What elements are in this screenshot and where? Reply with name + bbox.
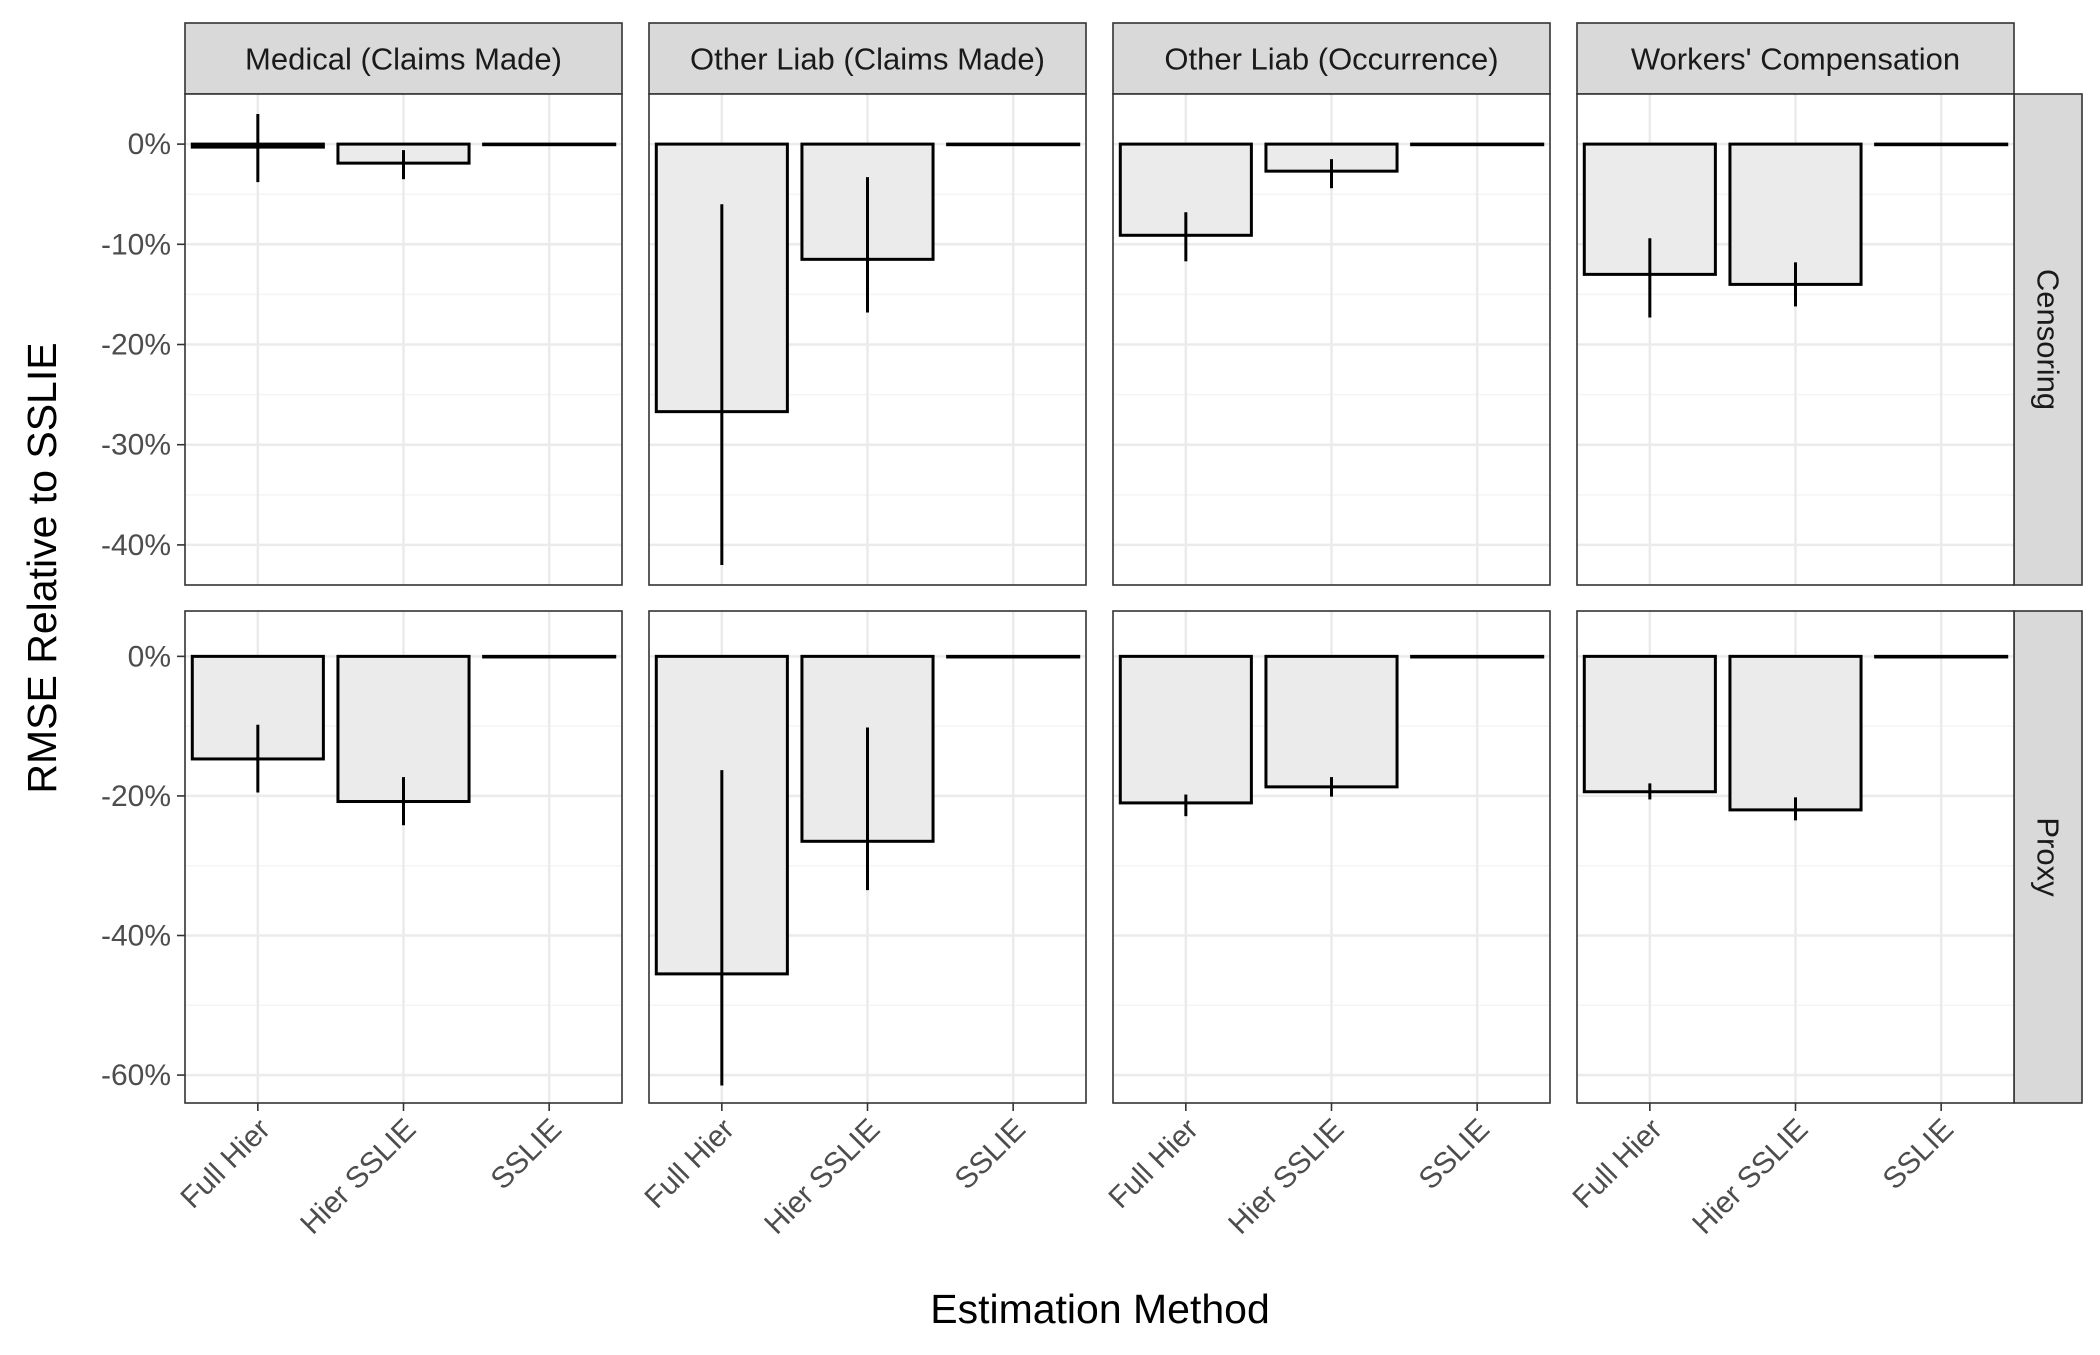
x-tick-label: SSLIE [1877, 1113, 1960, 1196]
panel-border [648, 93, 1087, 586]
facet-strip-medical-claims-made [184, 22, 623, 95]
row-strip-censoring [2013, 93, 2083, 586]
x-tick-label: Full Hier [1566, 1113, 1668, 1215]
panel-proxy-workers-compensation [1576, 610, 2015, 1104]
y-tick-label: -30% [101, 429, 171, 462]
panel-border [184, 610, 623, 1104]
panel-border [648, 610, 1087, 1104]
bar-hier-sslie [1728, 654, 1863, 812]
bar-sslie [946, 142, 1081, 147]
x-tick-label: Full Hier [1102, 1113, 1204, 1215]
panel-proxy-medical-claims-made [184, 610, 623, 1104]
facet-strip-other-liab-claims-made [648, 22, 1087, 95]
x-tick-label: Full Hier [638, 1113, 740, 1215]
x-tick-label: Full Hier [174, 1113, 276, 1215]
bar-hier-sslie [1728, 142, 1863, 286]
panel-censoring-workers-compensation [1576, 93, 2015, 586]
panel-border [1112, 610, 1551, 1104]
x-tick-label: Hier SSLIE [758, 1113, 886, 1241]
bar-sslie [1410, 142, 1545, 147]
bar-sslie [482, 654, 617, 659]
y-tick-label: -20% [101, 329, 171, 362]
bar-full-hier [1582, 654, 1717, 794]
y-axis-title: RMSE Relative to SSLIE [19, 342, 65, 793]
row-strip-label: Proxy [2031, 817, 2066, 897]
panel-border [184, 93, 623, 586]
facet-strip-label: Other Liab (Claims Made) [690, 42, 1045, 77]
y-tick-label: -60% [101, 1059, 171, 1092]
row-strip-label: Censoring [2031, 269, 2066, 410]
y-tick-label: -40% [101, 920, 171, 953]
y-tick-label: 0% [128, 640, 171, 673]
facet-strip-other-liab-occurrence [1112, 22, 1551, 95]
x-tick-label: SSLIE [485, 1113, 568, 1196]
x-tick-label: SSLIE [949, 1113, 1032, 1196]
y-tick-label: -10% [101, 228, 171, 261]
facet-strip-workers-compensation [1576, 22, 2015, 95]
x-axis-title: Estimation Method [930, 1286, 1270, 1332]
bar-sslie [946, 654, 1081, 659]
x-tick-label: Hier SSLIE [294, 1113, 422, 1241]
panel-proxy-other-liab-claims-made [648, 610, 1087, 1104]
bar-hier-sslie [1264, 654, 1399, 789]
x-tick-label: Hier SSLIE [1686, 1113, 1814, 1241]
facet-strip-label: Other Liab (Occurrence) [1164, 42, 1498, 77]
panel-border [1576, 93, 2015, 586]
panel-proxy-other-liab-occurrence [1112, 610, 1551, 1104]
panel-border [1112, 93, 1551, 586]
facet-strip-label: Workers' Compensation [1631, 42, 1960, 77]
y-tick-label: 0% [128, 128, 171, 161]
bar-sslie [1874, 654, 2009, 659]
facet-strip-label: Medical (Claims Made) [245, 42, 562, 77]
panel-censoring-other-liab-claims-made [648, 93, 1087, 586]
panel-censoring-other-liab-occurrence [1112, 93, 1551, 586]
y-tick-label: -40% [101, 529, 171, 562]
y-tick-label: -20% [101, 780, 171, 813]
bar-full-hier [1118, 654, 1253, 805]
panel-censoring-medical-claims-made [184, 93, 623, 586]
panel-border [1576, 610, 2015, 1104]
x-tick-label: SSLIE [1413, 1113, 1496, 1196]
bar-sslie [482, 142, 617, 147]
bar-sslie [1874, 142, 2009, 147]
x-tick-label: Hier SSLIE [1222, 1113, 1350, 1241]
bar-sslie [1410, 654, 1545, 659]
row-strip-proxy [2013, 610, 2083, 1104]
